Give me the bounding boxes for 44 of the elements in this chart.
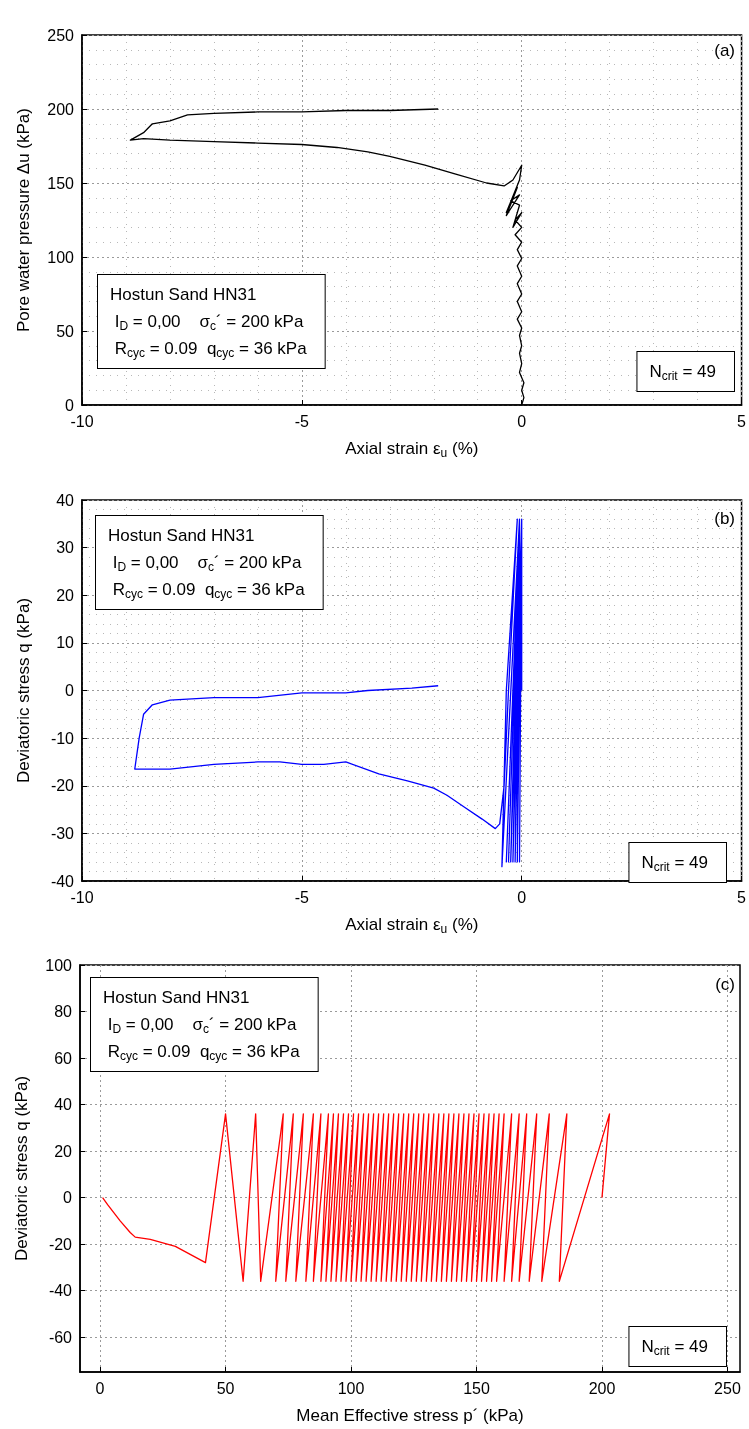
x-tick-label: 5 xyxy=(737,412,747,430)
y-tick-label: -20 xyxy=(48,1235,73,1253)
y-tick-label: 20 xyxy=(54,1142,73,1160)
annotation: (c) xyxy=(715,975,736,994)
y-tick-label: 40 xyxy=(56,491,75,509)
x-tick-label: 200 xyxy=(588,1379,616,1397)
y-axis-title: Deviatoric stress q (kPa) xyxy=(14,597,33,784)
x-tick-label: -5 xyxy=(294,888,310,906)
x-axis-title: Mean Effective stress p´ (kPa) xyxy=(296,1406,524,1425)
y-tick-label: 10 xyxy=(56,634,75,652)
y-tick-label: 0 xyxy=(65,682,75,699)
x-tick-label: 5 xyxy=(737,888,747,906)
x-tick-label: 0 xyxy=(517,888,527,906)
annotation: (b) xyxy=(714,509,735,528)
y-tick-label: 60 xyxy=(54,1049,73,1067)
x-tick-label: 0 xyxy=(517,412,527,430)
x-tick-label: -5 xyxy=(294,412,310,430)
y-tick-label: 100 xyxy=(45,956,73,974)
x-tick-label: 100 xyxy=(337,1379,365,1397)
y-tick-label: -40 xyxy=(48,1282,73,1300)
y-tick-label: 80 xyxy=(54,1003,73,1021)
x-tick-label: 150 xyxy=(463,1379,490,1397)
x-tick-label: 0 xyxy=(95,1379,105,1397)
y-tick-label: 0 xyxy=(63,1189,73,1207)
y-tick-label: 20 xyxy=(56,586,75,604)
y-tick-label: -30 xyxy=(50,824,75,842)
y-tick-label: 40 xyxy=(54,1096,73,1114)
line-series xyxy=(101,1113,611,1282)
y-tick-label: -20 xyxy=(50,777,75,795)
y-tick-label: 150 xyxy=(47,174,75,192)
y-tick-label: -40 xyxy=(50,872,75,890)
y-tick-label: 0 xyxy=(65,396,75,414)
y-tick-label: -60 xyxy=(48,1328,73,1346)
x-tick-label: 250 xyxy=(714,1379,741,1397)
y-tick-label: 30 xyxy=(56,539,75,557)
y-tick-label: -10 xyxy=(50,729,75,747)
annotation: (a) xyxy=(714,41,735,60)
x-tick-label: 50 xyxy=(216,1379,235,1397)
y-tick-label: 100 xyxy=(47,248,75,266)
y-axis-title: Pore water pressure Δu (kPa) xyxy=(14,108,33,332)
y-tick-label: 50 xyxy=(56,322,75,340)
y-tick-label: 200 xyxy=(47,100,75,118)
y-tick-label: 250 xyxy=(47,26,75,44)
y-axis-title: Deviatoric stress q (kPa) xyxy=(12,1075,31,1262)
